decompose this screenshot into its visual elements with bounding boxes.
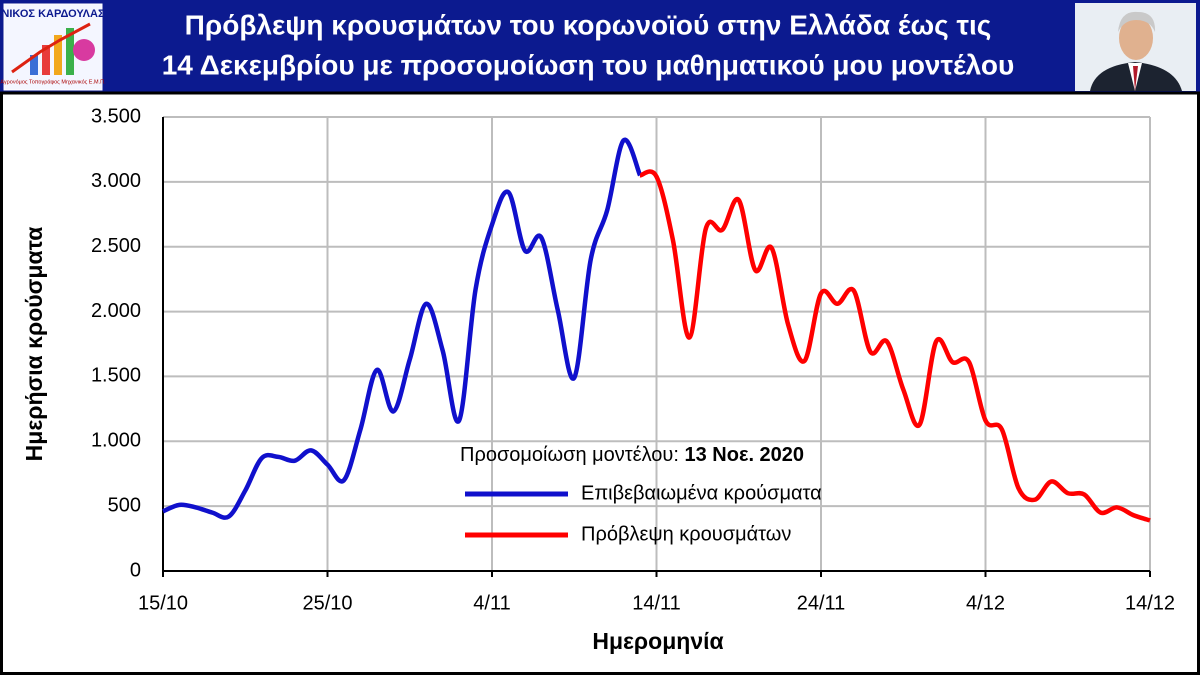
y-tick-label: 2.000 (91, 300, 141, 322)
y-axis-label: Ημερήσια κρούσματα (21, 227, 47, 462)
x-tick-label: 14/11 (632, 592, 681, 614)
x-tick-label: 15/10 (138, 592, 188, 614)
y-tick-label: 0 (130, 559, 141, 581)
line-series (162, 137, 643, 520)
frame (0, 91, 1200, 675)
logo-caption: Αγρονόμος Τοπογράφος Μηχανικός Ε.Μ.Π. (0, 78, 106, 85)
x-tick-label: 14/12 (1125, 592, 1175, 614)
grid (162, 116, 1151, 577)
logo-arrow (11, 22, 91, 74)
title-line: Πρόβλεψη κρουσμάτων του κορωνοϊού στην Ε… (185, 9, 992, 40)
logo-bar (30, 55, 38, 75)
x-tick-label: 24/11 (797, 592, 846, 614)
x-tick-label: 4/11 (473, 592, 510, 614)
y-tick-label: 1.000 (91, 430, 141, 452)
logo-pie (73, 39, 95, 61)
annotation-date: 13 Νοε. 2020 (684, 444, 804, 466)
x-axis-label: Ημερομηνία (592, 628, 723, 654)
title-line: 14 Δεκεμβρίου με προσομοίωση του μαθηματ… (162, 49, 1015, 80)
plot: Επιβεβαιωμένα κρούσματα Πρόβλεψη κρουσμάτ… (162, 137, 1151, 545)
logo-bar (66, 28, 74, 75)
line-series (639, 169, 1151, 523)
x-tick-label: 4/12 (966, 592, 1005, 614)
photo-face (1119, 16, 1153, 60)
y-tick-label: 2.500 (91, 235, 141, 257)
annotation-text: Προσομοίωση μοντέλου: (460, 444, 679, 466)
y-tick-label: 3.500 (91, 105, 141, 127)
y-tick-label: 500 (108, 494, 141, 516)
y-tick-label: 3.000 (91, 170, 141, 192)
logo-bar (42, 45, 50, 75)
photo-tie (1133, 66, 1138, 91)
legend-label: Πρόβλεψη κρουσμάτων (581, 523, 791, 545)
logo: ΝΙΚΟΣ ΚΑΡΔΟΥΛΑΣ Αγρονόμος Τοπογράφος Μηχ… (0, 3, 106, 91)
header-band (0, 0, 1200, 93)
photo (1075, 3, 1196, 91)
x-tick-label: 25/10 (302, 592, 352, 614)
y-tick-label: 1.500 (91, 365, 141, 387)
photo-hair (1118, 11, 1156, 32)
logo-bar (54, 35, 62, 75)
legend-label: Επιβεβαιωμένα κρούσματα (581, 482, 822, 504)
annotation: Προσομοίωση μοντέλου: 13 Νοε. 2020 (460, 444, 804, 466)
logo-name: ΝΙΚΟΣ ΚΑΡΔΟΥΛΑΣ (1, 8, 105, 20)
